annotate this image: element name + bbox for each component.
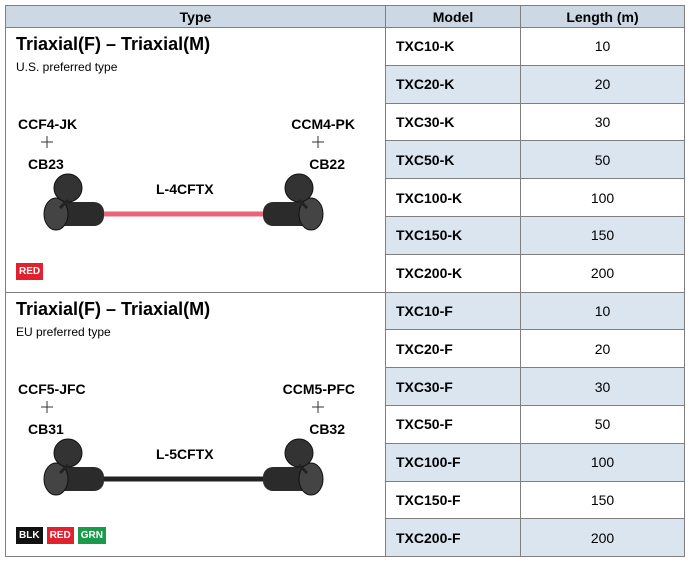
model-cell: TXC30-F (385, 367, 521, 406)
drawing (53, 438, 83, 468)
drawing (58, 463, 70, 474)
model-cell: TXC150-K (385, 216, 521, 255)
length-cell: 50 (520, 140, 685, 180)
color-tag: RED (46, 527, 74, 545)
connector-label: CB32 (309, 420, 345, 437)
model-cell: TXC150-F (385, 480, 521, 520)
color-tag: RED (16, 262, 44, 280)
length-cell: 200 (520, 253, 685, 293)
cable-label: L-4CFTX (156, 181, 214, 197)
length-cell: 150 (520, 216, 685, 255)
connector-label: CB23 (28, 156, 64, 172)
length-cell: 10 (520, 27, 685, 66)
header-cell: Type (5, 5, 386, 28)
color-tag: BLK (16, 527, 43, 545)
type-cell: Triaxial(F) – Triaxial(M) U.S. preferred … (5, 27, 386, 293)
model-cell: TXC10-F (385, 291, 521, 331)
header-cell: Length (m) (520, 5, 685, 28)
connector-label: CCF5-JFC (18, 380, 86, 397)
group-title: Triaxial(F) – Triaxial(M) (16, 34, 211, 54)
model-cell: TXC200-K (385, 253, 521, 293)
length-cell: 20 (520, 329, 685, 369)
connector-label: CCM5-PFC (282, 380, 355, 397)
drawing (297, 463, 309, 474)
length-cell: 30 (520, 367, 685, 406)
connector-label: CB22 (309, 156, 345, 172)
group-subtitle: U.S. preferred type (16, 60, 118, 74)
model-cell: TXC20-F (385, 329, 521, 369)
model-cell: TXC20-K (385, 64, 521, 104)
length-cell: 150 (520, 480, 685, 520)
drawing (41, 136, 324, 231)
model-cell: TXC100-F (385, 442, 521, 482)
color-tags: BLK RED GRN (16, 527, 106, 545)
header-cell: Model (385, 5, 521, 28)
drawing (58, 198, 70, 210)
model-cell: TXC50-K (385, 140, 521, 180)
length-cell: 30 (520, 102, 685, 142)
length-cell: 200 (520, 518, 685, 558)
color-tag: GRN (77, 527, 106, 545)
drawing (297, 198, 309, 210)
model-cell: TXC200-F (385, 518, 521, 558)
connector-label: CCF4-JK (18, 116, 78, 132)
length-cell: 100 (520, 442, 685, 482)
length-cell: 10 (520, 291, 685, 331)
length-cell: 100 (520, 178, 685, 217)
length-cell: 20 (520, 64, 685, 104)
model-cell: TXC100-K (385, 178, 521, 217)
type-cell: Triaxial(F) – Triaxial(M) EU preferred ty… (5, 291, 386, 558)
cable-label: L-5CFTX (156, 445, 214, 462)
connector-label: CCM4-PK (291, 116, 355, 132)
drawing (41, 400, 324, 496)
drawing (284, 173, 314, 203)
model-cell: TXC30-K (385, 102, 521, 142)
group-subtitle: EU preferred type (16, 324, 111, 339)
model-cell: TXC10-K (385, 27, 521, 66)
color-tags: RED (16, 262, 44, 280)
length-cell: 50 (520, 405, 685, 444)
connector-label: CB31 (28, 420, 64, 437)
model-cell: TXC50-F (385, 405, 521, 444)
group-title: Triaxial(F) – Triaxial(M) (16, 298, 211, 319)
drawing (53, 173, 83, 203)
drawing (284, 438, 314, 468)
